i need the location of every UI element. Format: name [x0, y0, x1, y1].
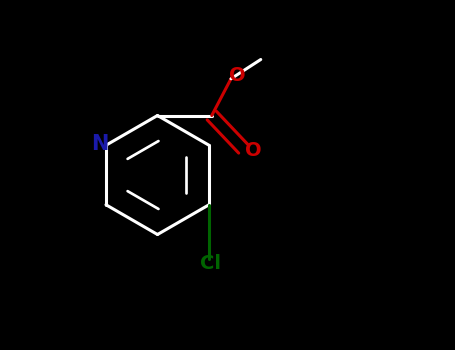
Text: N: N [91, 133, 108, 154]
Text: Cl: Cl [200, 254, 221, 273]
Text: O: O [229, 66, 246, 85]
Text: O: O [245, 141, 261, 160]
